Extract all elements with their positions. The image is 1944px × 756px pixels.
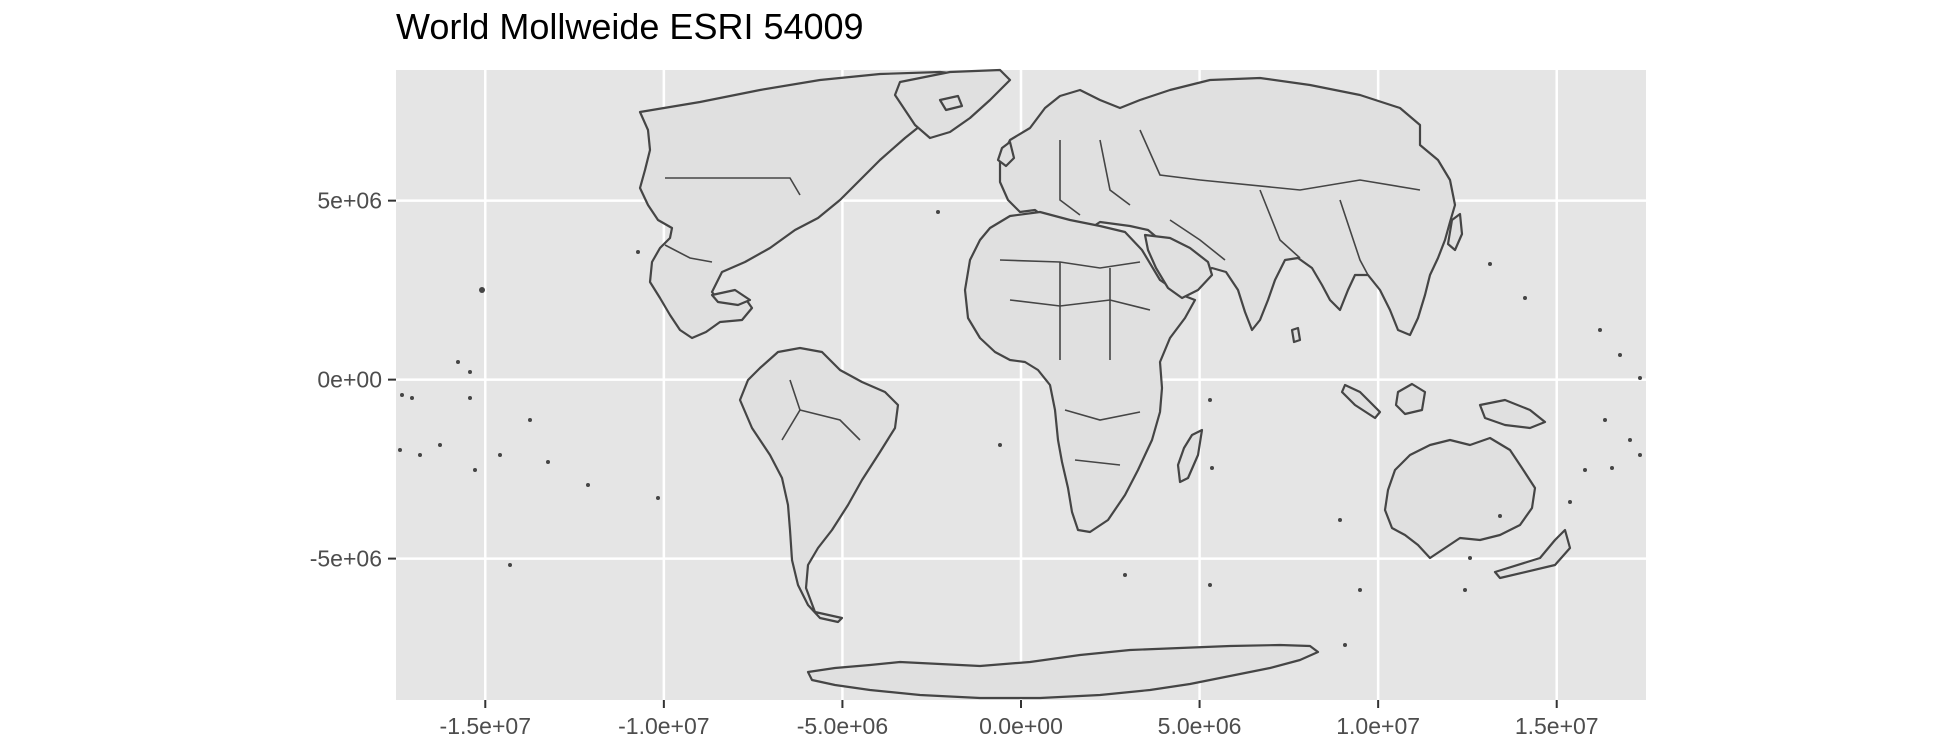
x-tick-label: -1.5e+07 — [440, 713, 531, 739]
madagascar — [1176, 428, 1204, 484]
x-tick-label: 1.5e+07 — [1515, 713, 1599, 739]
y-tick-label: 0e+00 — [317, 367, 382, 393]
y-tick-label: 5e+06 — [317, 188, 382, 214]
sumatra — [1340, 383, 1382, 420]
antarctica — [806, 643, 1320, 700]
sri-lanka — [1290, 326, 1302, 344]
iceland — [938, 94, 964, 112]
arabian-peninsula — [1143, 233, 1214, 300]
cuba — [710, 288, 752, 307]
x-tick-label: -5.0e+06 — [797, 713, 888, 739]
south-america — [738, 346, 900, 624]
land-layer — [638, 68, 1572, 700]
small-islands — [398, 210, 1642, 647]
x-tick-label: 1.0e+07 — [1336, 713, 1420, 739]
x-tick-label: 5.0e+06 — [1158, 713, 1242, 739]
x-tick-label: -1.0e+07 — [618, 713, 709, 739]
map-title: World Mollweide ESRI 54009 — [396, 6, 864, 47]
borneo — [1394, 382, 1427, 416]
eurasia — [998, 76, 1457, 337]
axes: -1.5e+07 -1.0e+07 -5.0e+06 0.0e+00 5.0e+06 1.… — [310, 188, 1599, 739]
new-zealand — [1493, 528, 1572, 580]
africa — [963, 210, 1197, 534]
x-tick-label: 0.0e+00 — [979, 713, 1063, 739]
y-tick-label: -5e+06 — [310, 546, 382, 572]
new-guinea — [1478, 398, 1547, 430]
great-britain — [996, 140, 1016, 168]
japan — [1446, 212, 1464, 252]
country-borders — [664, 129, 1421, 466]
australia — [1383, 436, 1537, 560]
